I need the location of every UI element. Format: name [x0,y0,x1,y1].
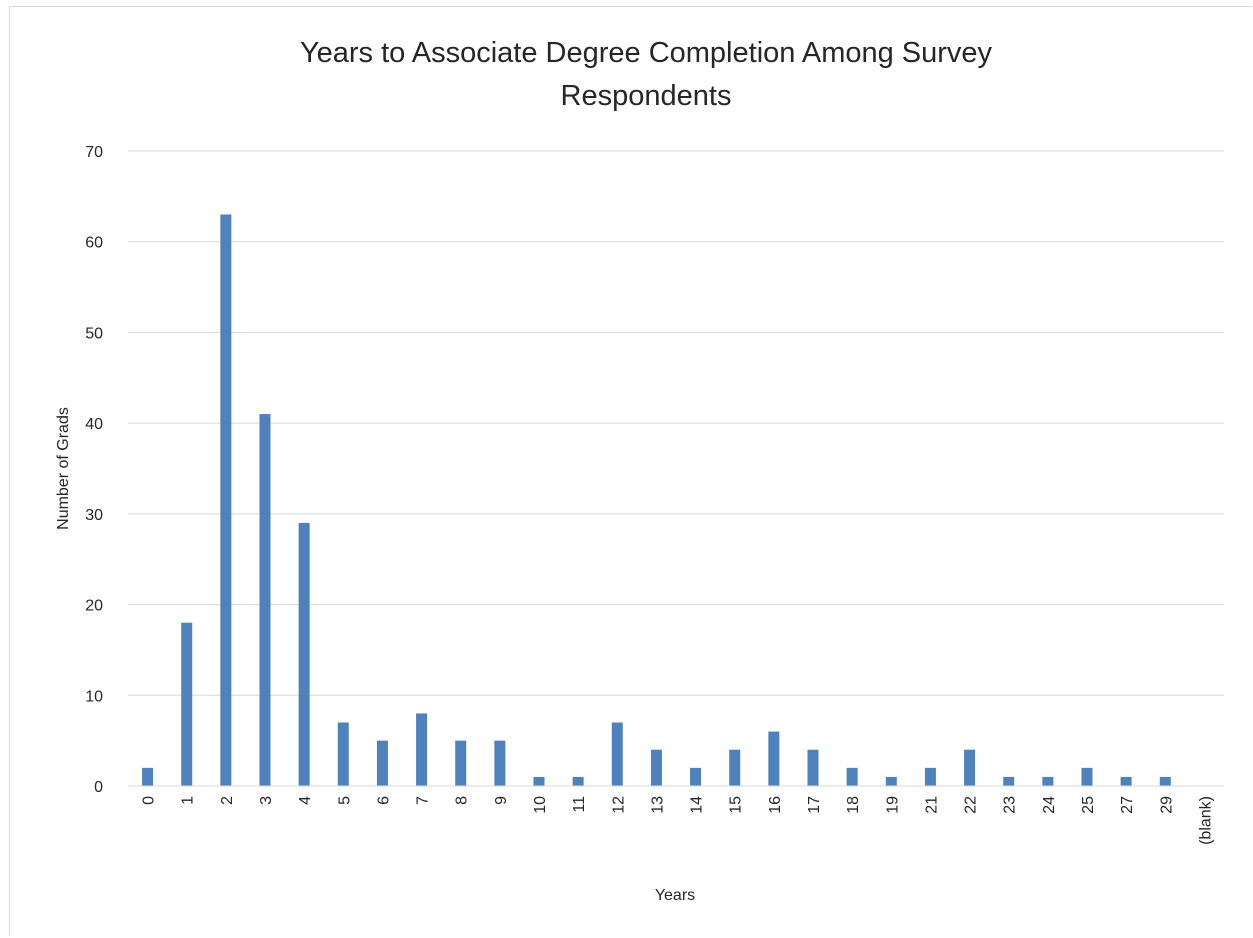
bar-23 [1003,776,1015,786]
x-tick-label: 21 [923,796,940,814]
bar-14 [690,767,702,786]
bar-29 [1159,776,1171,786]
y-tick-label: 10 [85,688,103,705]
gridlines [128,150,1224,696]
cropped-caption-fragment [0,0,9,5]
bar-4 [298,522,310,786]
x-tick-label: 24 [1041,796,1058,814]
x-tick-label: 18 [845,796,862,814]
chart-area: Years to Associate Degree Completion Amo… [9,6,1252,936]
chart-title-line-2: Respondents [561,80,732,112]
x-tick-label: 25 [1080,796,1097,814]
y-tick-label: 0 [94,779,103,796]
x-tick-label: 29 [1158,796,1175,814]
bar-19 [885,776,897,786]
x-tick-label: 4 [297,796,314,805]
bar-2 [220,214,232,786]
y-axis-ticks: 0 10 20 30 40 50 60 70 [85,144,103,796]
y-tick-label: 30 [85,507,103,524]
y-axis-title: Number of Grads [55,407,72,530]
chart-title-line-1: Years to Associate Degree Completion Amo… [300,37,993,69]
x-tick-label: 9 [493,796,510,805]
x-tick-label: 8 [454,796,471,805]
x-tick-label: 27 [1119,796,1136,814]
bar-7 [416,713,428,786]
bar-1 [181,622,193,786]
bar-5 [337,722,349,786]
bar-18 [846,767,858,786]
x-tick-label: 1 [180,796,197,805]
bar-13 [650,749,662,786]
y-tick-label: 60 [85,235,103,252]
bar-27 [1120,776,1132,786]
y-tick-label: 20 [85,598,103,615]
bar-12 [611,722,623,786]
x-tick-label: 17 [806,796,823,814]
x-tick-label: 6 [375,796,392,805]
x-tick-label: 13 [649,796,666,814]
chart-title: Years to Associate Degree Completion Amo… [300,37,993,112]
bar-10 [533,776,545,786]
x-tick-label: 16 [767,796,784,814]
x-tick-label: 15 [728,796,745,814]
x-tick-label: 0 [141,796,158,805]
bar-3 [259,414,271,786]
x-tick-label: 3 [258,796,275,805]
x-tick-label: 12 [610,796,627,814]
bar-11 [572,776,584,786]
bar-8 [455,740,467,786]
x-tick-label: 10 [532,796,549,814]
bar-22 [964,749,976,786]
x-tick-label: 7 [415,796,432,805]
x-tick-label: 22 [963,796,980,814]
x-axis-title: Years [655,887,695,904]
bar-25 [1081,767,1093,786]
x-tick-label: 5 [336,796,353,805]
x-tick-label: 23 [1002,796,1019,814]
bar-21 [924,767,936,786]
bar-0 [142,767,154,786]
bar-16 [768,731,780,786]
x-axis-ticks: 0 1 2 3 4 5 6 7 8 9 10 11 12 13 14 15 16 17 18 19 21 22 23 24 25… [141,796,1215,845]
y-tick-label: 40 [85,416,103,433]
bars [142,214,1171,786]
x-tick-label: 11 [571,796,588,813]
x-tick-label: 19 [884,796,901,814]
x-tick-label: (blank) [1197,796,1214,845]
bar-17 [807,749,819,786]
bar-chart: Years to Associate Degree Completion Amo… [55,37,1224,904]
bar-15 [729,749,741,786]
x-tick-label: 14 [689,796,706,814]
bar-6 [376,740,388,786]
bar-24 [1042,776,1054,786]
bar-9 [494,740,506,786]
y-tick-label: 70 [85,144,103,161]
x-tick-label: 2 [219,796,236,805]
y-tick-label: 50 [85,325,103,342]
